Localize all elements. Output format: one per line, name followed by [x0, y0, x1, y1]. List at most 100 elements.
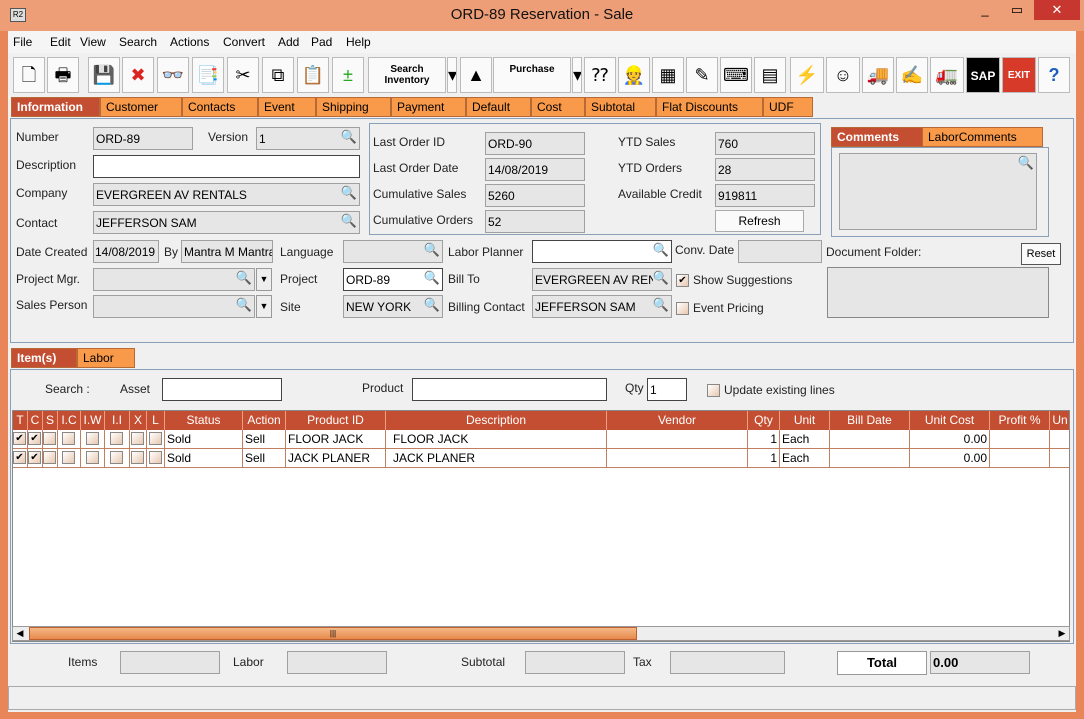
- cell-unit-cost[interactable]: 0.00: [910, 449, 990, 468]
- document-folder-box[interactable]: [827, 267, 1049, 318]
- s-checkbox[interactable]: [43, 451, 56, 464]
- search-icon[interactable]: 🔍: [235, 297, 252, 312]
- labor-planner-field[interactable]: 🔍: [532, 240, 672, 263]
- calendar-button[interactable]: ▦: [652, 57, 684, 93]
- qty-input[interactable]: 1: [647, 378, 687, 401]
- conv-date-field[interactable]: [738, 240, 822, 263]
- horizontal-scrollbar[interactable]: ◀ ||| ▶: [12, 626, 1070, 641]
- notepad-button[interactable]: ✎: [686, 57, 718, 93]
- tab-cost[interactable]: Cost: [531, 97, 585, 117]
- search-icon[interactable]: 🔍: [652, 297, 669, 312]
- version-field[interactable]: 1 🔍: [256, 127, 360, 150]
- language-field[interactable]: 🔍: [343, 240, 443, 263]
- c-checkbox[interactable]: ✔: [28, 432, 41, 445]
- edit-button[interactable]: ✍: [896, 57, 928, 93]
- column-header-productid[interactable]: Product ID: [286, 411, 386, 430]
- column-header-s[interactable]: S: [43, 411, 58, 430]
- search-icon[interactable]: 🔍: [652, 270, 669, 285]
- search-icon[interactable]: 🔍: [423, 297, 440, 312]
- key-button[interactable]: ⌨: [720, 57, 752, 93]
- copy-to-button[interactable]: 📑: [192, 57, 224, 93]
- column-header-ii[interactable]: I.I: [105, 411, 130, 430]
- help-button[interactable]: ?: [1038, 57, 1070, 93]
- site-field[interactable]: NEW YORK 🔍: [343, 295, 443, 318]
- column-header-l[interactable]: L: [147, 411, 165, 430]
- smiley-button[interactable]: ☺: [826, 57, 860, 93]
- binoculars-button[interactable]: 👓: [157, 57, 189, 93]
- delete-button[interactable]: ✖: [122, 57, 154, 93]
- tab-shipping[interactable]: Shipping: [316, 97, 391, 117]
- column-header-qty[interactable]: Qty: [748, 411, 780, 430]
- cell-product-id[interactable]: FLOOR JACK: [286, 430, 386, 449]
- project-mgr-field[interactable]: 🔍: [93, 268, 255, 291]
- cell-vendor[interactable]: [607, 430, 748, 449]
- paste-button[interactable]: 📋: [297, 57, 329, 93]
- cell-status[interactable]: Sold: [165, 449, 243, 468]
- purchase-dropdown-button[interactable]: ▾: [572, 57, 582, 93]
- menu-convert[interactable]: Convert: [223, 35, 266, 49]
- number-field[interactable]: ORD-89: [93, 127, 193, 150]
- update-existing-lines-checkbox[interactable]: [707, 384, 720, 397]
- sap-button[interactable]: SAP: [966, 57, 1000, 93]
- comments-input[interactable]: 🔍: [839, 153, 1037, 230]
- cell-qty[interactable]: 1: [748, 430, 780, 449]
- tab-information[interactable]: Information: [11, 97, 100, 117]
- iw-checkbox[interactable]: [86, 432, 99, 445]
- project-mgr-dropdown[interactable]: ▼: [256, 268, 272, 291]
- lightning-button[interactable]: ⚡: [790, 57, 824, 93]
- column-header-t[interactable]: T: [13, 411, 28, 430]
- cell-unit-cost[interactable]: 0.00: [910, 430, 990, 449]
- column-header-ic[interactable]: I.C: [58, 411, 81, 430]
- cell-bill-date[interactable]: [830, 430, 910, 449]
- search-inventory-button[interactable]: Search Inventory: [368, 57, 446, 93]
- t-checkbox[interactable]: ✔: [13, 451, 26, 464]
- asset-input[interactable]: [162, 378, 282, 401]
- s-checkbox[interactable]: [43, 432, 56, 445]
- column-header-unit[interactable]: Unit: [780, 411, 830, 430]
- cell-profit[interactable]: [990, 449, 1050, 468]
- description-input[interactable]: [93, 155, 360, 178]
- search-inventory-dropdown-button[interactable]: ▾: [447, 57, 457, 93]
- l-checkbox[interactable]: [149, 432, 162, 445]
- menu-file[interactable]: File: [13, 35, 33, 49]
- column-header-profit[interactable]: Profit %: [990, 411, 1050, 430]
- iw-checkbox[interactable]: [86, 451, 99, 464]
- tab-comments[interactable]: Comments: [831, 127, 923, 147]
- copy-button[interactable]: ⧉: [262, 57, 294, 93]
- company-field[interactable]: EVERGREEN AV RENTALS 🔍: [93, 183, 360, 206]
- shapes-button[interactable]: ▲: [460, 57, 492, 93]
- cell-unit[interactable]: Each: [780, 430, 830, 449]
- l-checkbox[interactable]: [149, 451, 162, 464]
- search-icon[interactable]: 🔍: [340, 213, 357, 228]
- column-header-un[interactable]: Un: [1050, 411, 1069, 430]
- column-header-c[interactable]: C: [28, 411, 43, 430]
- new-document-button[interactable]: 🗋: [13, 57, 45, 93]
- tab-labor[interactable]: Labor: [77, 348, 135, 368]
- ic-checkbox[interactable]: [62, 432, 75, 445]
- cut-button[interactable]: ✂: [227, 57, 259, 93]
- tab-customer[interactable]: Customer: [100, 97, 182, 117]
- title-bar[interactable]: R2 ORD-89 Reservation - Sale _ ▭ ✕: [0, 0, 1084, 31]
- ic-checkbox[interactable]: [62, 451, 75, 464]
- column-header-description[interactable]: Description: [386, 411, 607, 430]
- cell-action[interactable]: Sell: [243, 430, 286, 449]
- project-field[interactable]: ORD-89 🔍: [343, 268, 443, 291]
- cell-product-id[interactable]: JACK PLANER: [286, 449, 386, 468]
- cell-status[interactable]: Sold: [165, 430, 243, 449]
- close-button[interactable]: ✕: [1034, 0, 1080, 20]
- sales-person-field[interactable]: 🔍: [93, 295, 255, 318]
- truck-in-button[interactable]: 🚚: [862, 57, 894, 93]
- truck-out-button[interactable]: 🚛: [930, 57, 964, 93]
- refresh-button[interactable]: Refresh: [715, 210, 804, 232]
- sales-person-dropdown[interactable]: ▼: [256, 295, 272, 318]
- column-header-action[interactable]: Action: [243, 411, 286, 430]
- scrollbar-thumb[interactable]: |||: [29, 627, 637, 640]
- add-remove-button[interactable]: ±: [332, 57, 364, 93]
- menu-actions[interactable]: Actions: [170, 35, 210, 49]
- tab-flat-discounts[interactable]: Flat Discounts: [656, 97, 763, 117]
- menu-search[interactable]: Search: [119, 35, 158, 49]
- menu-edit[interactable]: Edit: [50, 35, 71, 49]
- search-icon[interactable]: 🔍: [340, 129, 357, 144]
- search-icon[interactable]: 🔍: [652, 242, 669, 257]
- stacks-button[interactable]: ▤: [754, 57, 786, 93]
